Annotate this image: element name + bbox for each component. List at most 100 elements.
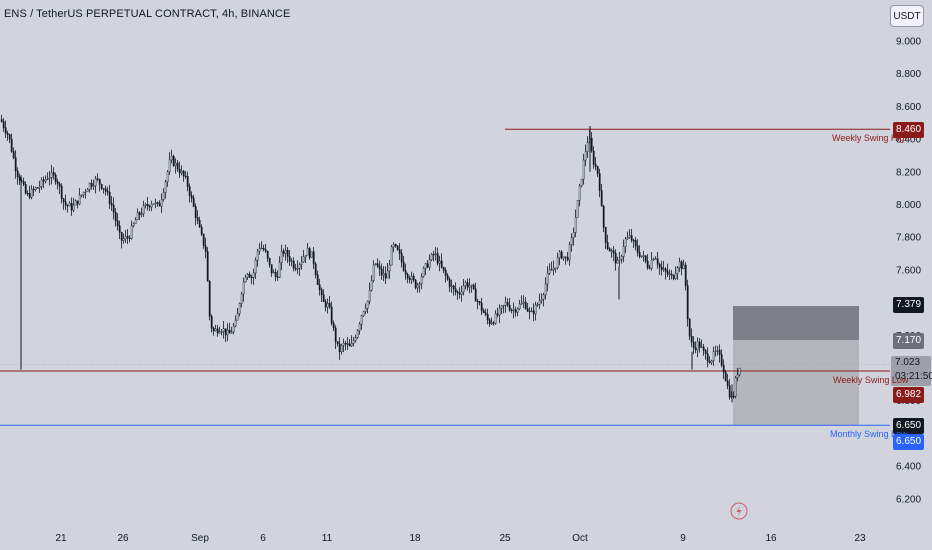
candle-body xyxy=(544,283,547,296)
candle-body xyxy=(372,264,375,281)
candle-body xyxy=(446,275,449,280)
candle-body xyxy=(144,204,147,206)
y-tick-label: 8.400 xyxy=(896,135,921,146)
candle-body xyxy=(418,283,421,286)
candle-body xyxy=(26,193,29,195)
candle-body xyxy=(454,288,457,293)
candle-body xyxy=(462,285,465,293)
candle-body xyxy=(532,310,535,315)
candle-body xyxy=(518,303,521,309)
candle-body xyxy=(652,258,655,261)
candle-body xyxy=(506,302,509,306)
x-tick-label: Sep xyxy=(191,533,209,544)
candle-body xyxy=(570,237,573,245)
candle-body xyxy=(236,313,239,321)
candle-body xyxy=(22,181,25,185)
candle-body xyxy=(550,269,553,271)
profit-zone[interactable] xyxy=(733,340,859,426)
candle-body xyxy=(314,263,317,275)
candle-body xyxy=(718,350,721,355)
candle-body xyxy=(284,250,287,254)
candle-body xyxy=(578,185,581,201)
candle-body xyxy=(540,299,543,301)
candle-body xyxy=(620,256,623,260)
candle-body xyxy=(174,162,177,166)
candle-body xyxy=(52,172,55,176)
candle-body xyxy=(622,246,625,257)
candle-body xyxy=(438,260,441,264)
y-tick-label: 6.400 xyxy=(896,462,921,473)
candle-body xyxy=(496,313,499,316)
candle-body xyxy=(4,127,7,134)
candle-body xyxy=(92,185,95,187)
candle-body xyxy=(634,240,637,247)
candle-body xyxy=(596,166,599,174)
candle-body xyxy=(300,261,303,265)
candle-body xyxy=(102,188,105,190)
candle-body xyxy=(90,183,93,187)
candle-body xyxy=(256,250,259,261)
candle-body xyxy=(310,251,313,258)
candle-body xyxy=(734,377,737,397)
candle-body xyxy=(600,190,603,207)
candle-body xyxy=(324,301,327,308)
y-tick-label: 8.600 xyxy=(896,102,921,113)
candle-body xyxy=(440,260,443,268)
candle-body xyxy=(528,310,531,313)
candle-body xyxy=(282,250,285,254)
candle-body xyxy=(554,267,557,269)
candle-body xyxy=(190,195,193,199)
candle-body xyxy=(166,171,169,182)
candle-body xyxy=(556,257,559,269)
candle-body xyxy=(708,361,711,363)
candle-body xyxy=(394,244,397,247)
candle-body xyxy=(376,263,379,267)
candle-body xyxy=(400,253,403,263)
candle-body xyxy=(514,309,517,313)
y-tick-label: 7.600 xyxy=(896,265,921,276)
currency-button[interactable]: USDT xyxy=(890,5,924,27)
candle-body xyxy=(434,253,437,256)
candle-body xyxy=(656,258,659,265)
candle-body xyxy=(126,236,129,239)
candle-body xyxy=(448,279,451,287)
candles-group xyxy=(0,114,741,403)
y-tick-label: 8.200 xyxy=(896,167,921,178)
bar-countdown: 03:21:50 xyxy=(895,371,932,382)
candle-body xyxy=(302,256,305,263)
candle-body xyxy=(562,256,565,259)
x-axis[interactable]: 21 26 Sep 6 11 18 25 Oct 9 16 23 xyxy=(55,533,866,544)
candle-body xyxy=(566,257,569,261)
candle-body xyxy=(534,304,537,315)
candle-body xyxy=(246,273,249,278)
candle-body xyxy=(216,328,219,334)
candle-body xyxy=(422,268,425,277)
loss-zone[interactable] xyxy=(733,306,859,341)
y-tick-label: 6.200 xyxy=(896,494,921,505)
candle-body xyxy=(648,267,651,269)
candle-body xyxy=(492,322,495,324)
candle-body xyxy=(170,156,173,161)
candle-body xyxy=(128,237,131,240)
candle-body xyxy=(698,341,701,348)
weekly-high-label: Weekly Swing High xyxy=(832,133,910,143)
position-zones[interactable] xyxy=(733,306,859,426)
candle-body xyxy=(490,322,493,325)
lightning-icon[interactable] xyxy=(730,502,748,520)
candle-body xyxy=(34,187,37,190)
candle-body xyxy=(252,272,255,278)
candle-body xyxy=(208,281,211,317)
candle-body xyxy=(226,330,229,336)
candle-body xyxy=(510,309,513,311)
candle-body xyxy=(672,274,675,280)
candle-body xyxy=(16,170,19,178)
candle-body xyxy=(456,291,459,294)
candle-body xyxy=(80,194,83,196)
candle-body xyxy=(112,205,115,213)
candle-body xyxy=(60,186,63,199)
candle-body xyxy=(312,251,315,265)
candle-body xyxy=(332,323,335,329)
candle-body xyxy=(348,343,351,347)
candle-body xyxy=(172,156,175,166)
